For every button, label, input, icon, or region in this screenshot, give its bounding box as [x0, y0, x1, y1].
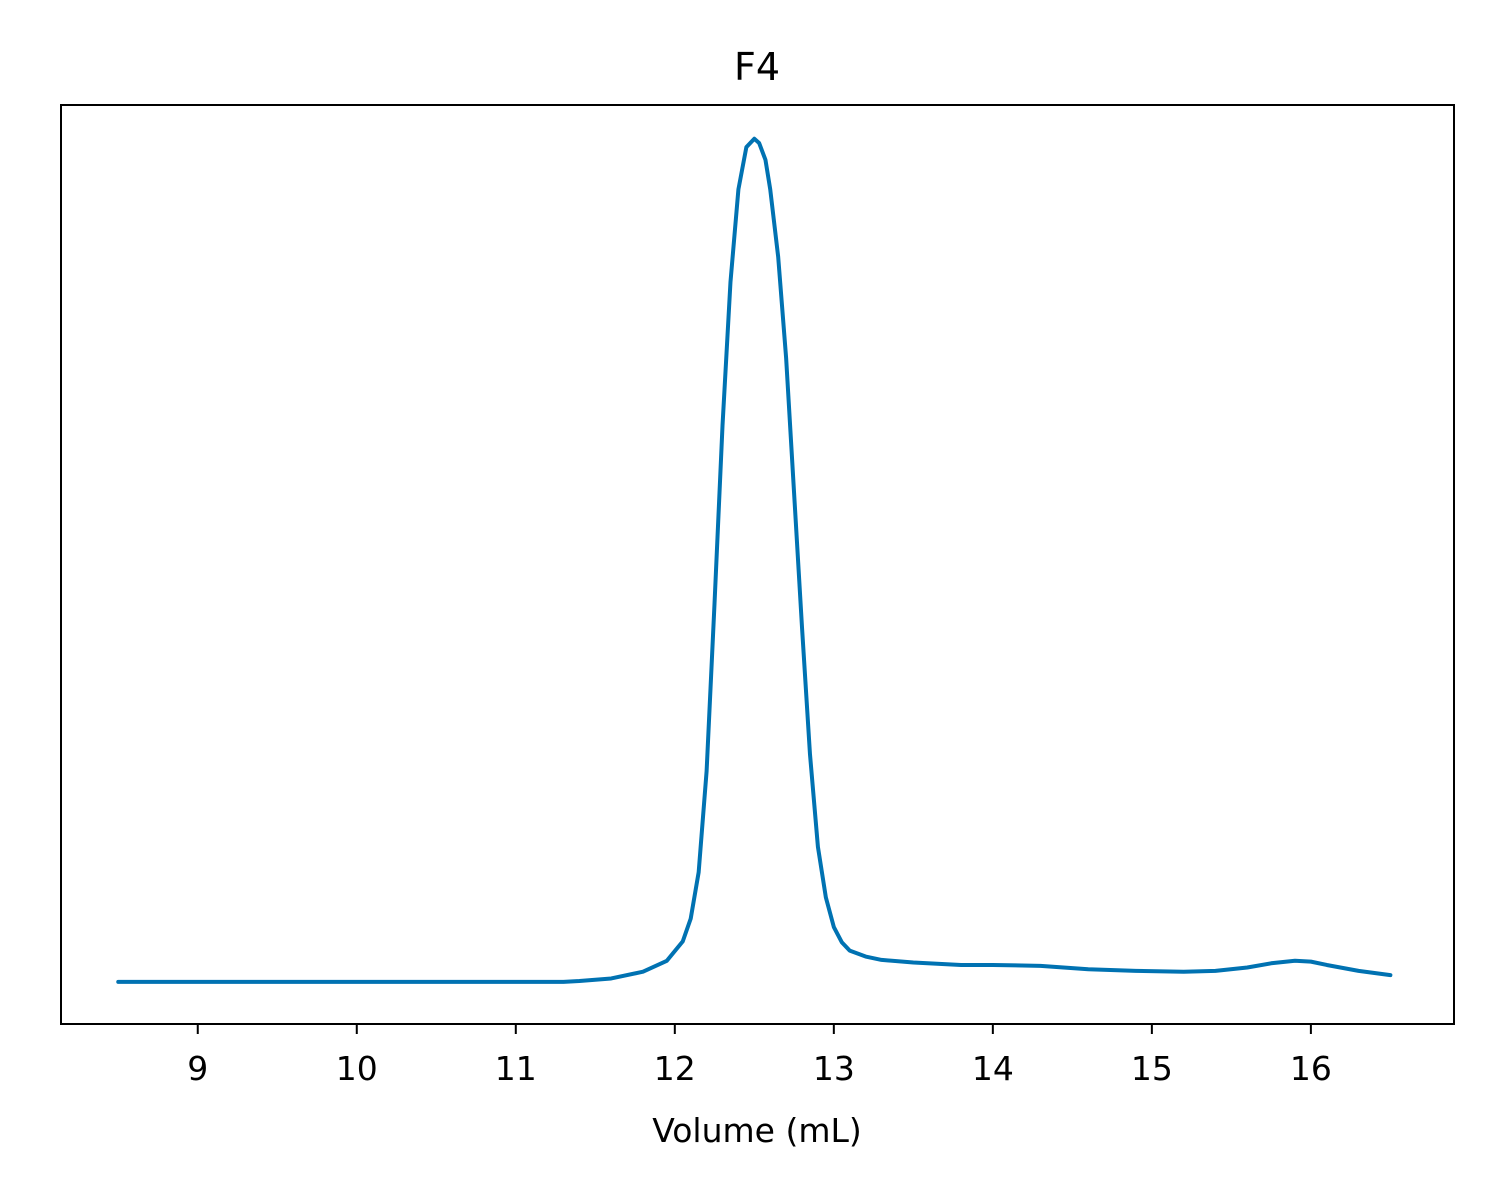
x-tick-label: 14 — [972, 1049, 1014, 1088]
x-tick-label: 9 — [187, 1049, 208, 1088]
x-tick-label: 16 — [1290, 1049, 1332, 1088]
x-axis-label: Volume (mL) — [652, 1111, 862, 1150]
x-tick-label: 11 — [495, 1049, 537, 1088]
x-tick-label: 10 — [336, 1049, 378, 1088]
plot-area — [116, 136, 1393, 984]
series-line-0 — [116, 136, 1393, 984]
plot-frame — [60, 104, 1455, 1025]
x-axis: 9 10 11 12 13 14 15 16 — [187, 1024, 1332, 1088]
x-tick-label: 13 — [813, 1049, 855, 1088]
x-tick-label: 12 — [654, 1049, 696, 1088]
x-tick-label: 15 — [1131, 1049, 1173, 1088]
chart-title: F4 — [734, 45, 780, 89]
